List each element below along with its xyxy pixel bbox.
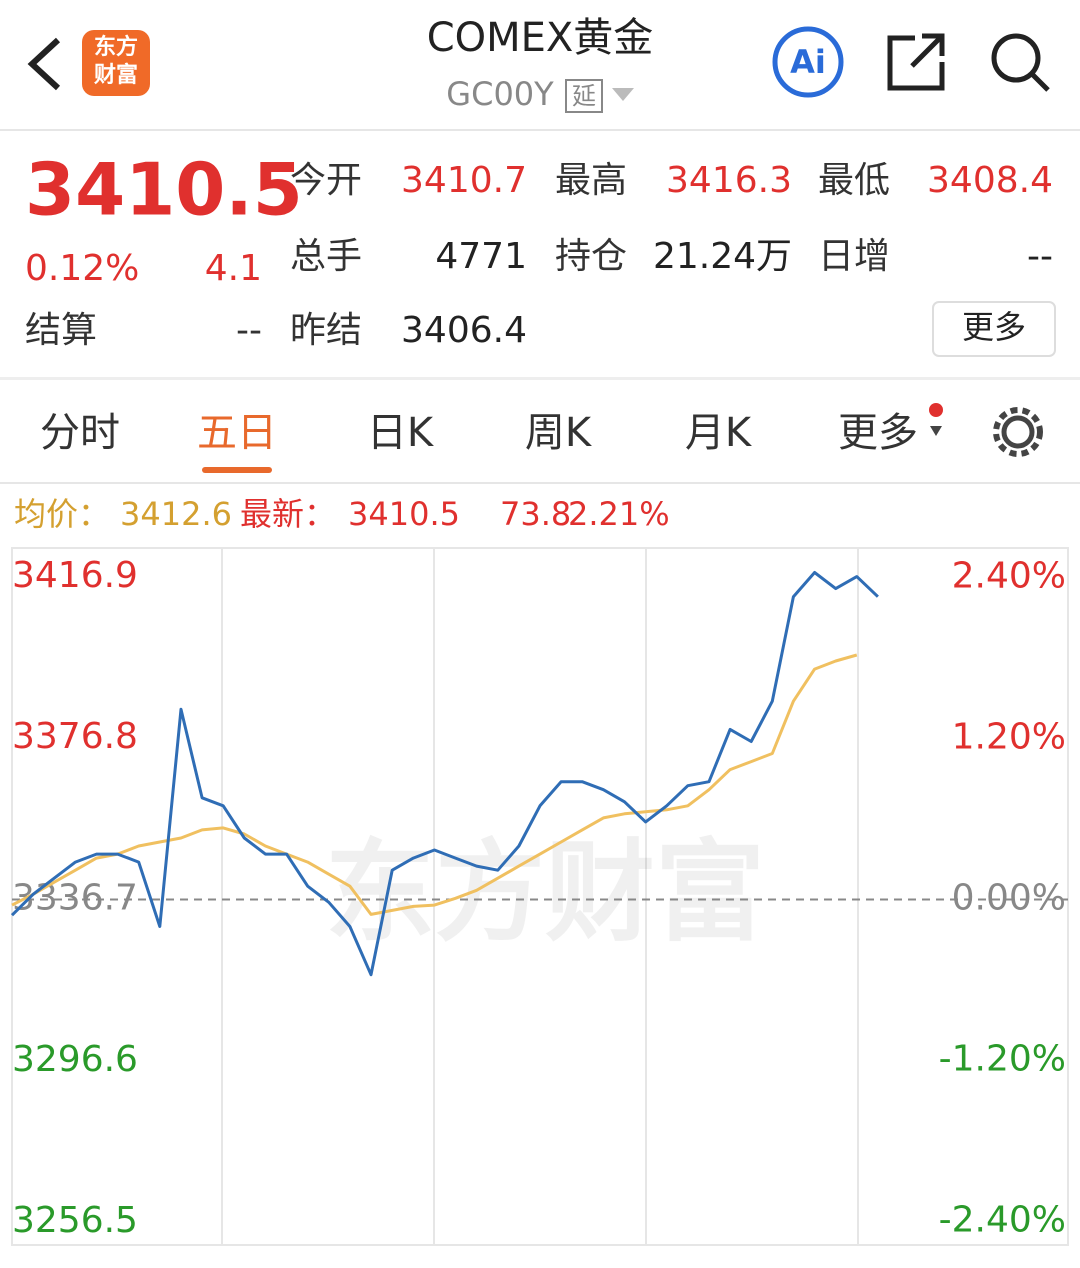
y-tick-label: 3376.8 (12, 716, 138, 757)
dropdown (930, 426, 942, 436)
search-button[interactable] (991, 33, 1041, 83)
delay-badge: 延 (572, 82, 596, 110)
latest-change: 73.8 (500, 495, 571, 533)
change: 4.1 (205, 248, 262, 289)
y-tick-label: 3296.6 (12, 1039, 138, 1080)
plot: 3416.9 3376.8 3336.7 3296.6 3256.5 2.40% 1.20%… (10, 555, 1068, 1241)
field-label: 最高 (555, 160, 627, 201)
field-label: 昨结 (290, 310, 362, 351)
field-label: 总手 (290, 236, 362, 277)
field-value: 3416.3 (666, 160, 792, 201)
title: COMEX黄金 (427, 15, 654, 61)
tab-underline (202, 467, 272, 473)
latest-value: 3410.5 (348, 495, 460, 533)
price: 3410.5 (25, 148, 303, 232)
code: GC00Y (446, 75, 554, 113)
tab[interactable]: 日K (367, 410, 435, 456)
divider (0, 377, 1080, 380)
red-dot (929, 403, 943, 417)
field-label: 结算 (25, 310, 97, 351)
y2-tick-label: 1.20% (952, 716, 1066, 757)
tab[interactable]: 周K (525, 410, 593, 456)
tab[interactable]: 更多 (838, 410, 918, 456)
field-value: 3410.7 (401, 160, 527, 201)
field-label: 今开 (290, 160, 362, 201)
badge-box (565, 79, 603, 113)
more-button-text: 更多 (962, 308, 1026, 346)
series-line (10, 571, 879, 977)
field-label: 持仓 (555, 236, 627, 277)
y-tick-label: 3256.5 (12, 1200, 138, 1241)
tab[interactable]: 月K (685, 410, 753, 456)
search-handle (1030, 72, 1050, 92)
field-value: -- (236, 310, 262, 351)
more-button[interactable] (932, 301, 1056, 357)
tab[interactable]: 五日 (197, 410, 277, 456)
tab[interactable]: 分时 (40, 410, 120, 456)
gear-teeth (993, 407, 1043, 457)
field-value: 3406.4 (401, 310, 527, 351)
logo-text: 财富 (94, 62, 138, 88)
logo-text: 东方 (94, 34, 138, 60)
field-label: 日增 (818, 236, 890, 277)
y2-tick-label: 0.00% (952, 878, 1066, 919)
logo (82, 30, 150, 96)
back-button[interactable] (27, 37, 61, 91)
quote-fields: 今开 3410.7 最高 3416.3 最低 3408.4 总手 4771 持仓 21.24万 日增… (290, 160, 1053, 351)
share-button[interactable] (887, 33, 945, 91)
field-label: 最低 (818, 160, 890, 201)
avg-value: 3412.6 (120, 495, 232, 533)
ai-icon: Ai (790, 43, 826, 81)
y2-tick-label: 2.40% (952, 555, 1066, 596)
field-value: 4771 (435, 236, 527, 277)
y-tick-label: 3336.7 (12, 878, 138, 919)
field-value: 3408.4 (927, 160, 1053, 201)
latest-change-pct: 2.21% (568, 495, 670, 533)
series-line (11, 653, 858, 916)
avg-label: 均价： (14, 495, 110, 533)
watermark: 东方财富 (325, 828, 765, 956)
change-pct: 0.12% (25, 248, 139, 289)
dropdown[interactable] (612, 88, 634, 101)
field-value: 21.24万 (653, 236, 792, 277)
ai-button[interactable] (772, 26, 844, 98)
y2-tick-label: -2.40% (939, 1200, 1066, 1241)
tabs: 分时 五日 日K 周K 月K 更多 (40, 410, 918, 473)
latest-label: 最新： (240, 495, 336, 533)
y-tick-label: 3416.9 (12, 555, 138, 596)
y2-tick-label: -1.20% (939, 1039, 1066, 1080)
chart-frame (11, 547, 1069, 1246)
field-value: -- (1027, 236, 1053, 277)
settings-button[interactable] (1001, 415, 1035, 449)
